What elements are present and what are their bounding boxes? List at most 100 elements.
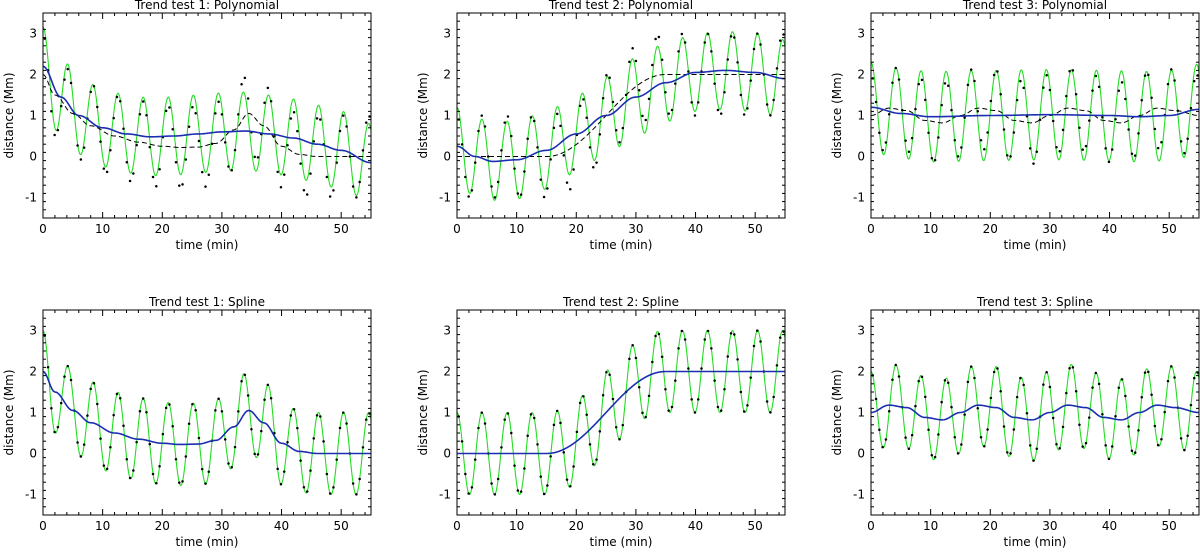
- data-point: [996, 70, 999, 73]
- data-point: [1114, 414, 1117, 418]
- data-point: [647, 97, 651, 101]
- data-point: [1015, 98, 1019, 102]
- data-point: [1015, 395, 1019, 399]
- data-point: [1028, 444, 1032, 447]
- data-point: [1068, 366, 1071, 370]
- data-point: [187, 422, 191, 426]
- data-point: [1163, 410, 1166, 414]
- data-point: [874, 100, 878, 104]
- x-tick-label: 20: [569, 222, 584, 236]
- data-point: [50, 110, 53, 113]
- data-point: [1189, 106, 1193, 110]
- data-point: [56, 425, 60, 429]
- data-point: [325, 472, 329, 476]
- data-point: [460, 143, 464, 146]
- data-point: [1170, 365, 1173, 368]
- data-point: [473, 161, 477, 164]
- data-point: [125, 161, 129, 164]
- data-point: [1091, 89, 1094, 92]
- data-point: [345, 422, 348, 425]
- data-point: [881, 148, 884, 152]
- data-point: [1035, 150, 1039, 153]
- oscillation-fit-line: [871, 61, 1199, 163]
- data-point: [687, 367, 690, 370]
- data-point: [736, 358, 739, 361]
- data-point: [927, 131, 930, 135]
- data-point: [266, 383, 270, 387]
- x-tick-label: 20: [983, 222, 998, 236]
- data-point: [878, 428, 881, 431]
- data-point: [1012, 131, 1016, 134]
- data-point: [1065, 94, 1068, 98]
- data-point: [227, 462, 230, 465]
- data-point: [56, 128, 60, 132]
- data-point: [546, 484, 549, 487]
- data-point: [269, 100, 273, 103]
- true-trend-line: [457, 74, 785, 157]
- data-point: [217, 397, 220, 401]
- data-point: [667, 409, 670, 412]
- y-tick-label: 0: [857, 150, 865, 164]
- data-point: [237, 410, 240, 413]
- data-point: [286, 440, 289, 444]
- data-point: [690, 398, 693, 401]
- data-point: [76, 144, 79, 147]
- y-tick-label: 1: [29, 406, 37, 420]
- data-point: [240, 82, 243, 86]
- data-point: [1196, 74, 1199, 77]
- data-point: [654, 37, 657, 41]
- data-point: [772, 98, 775, 102]
- data-point: [598, 430, 602, 433]
- data-point: [910, 433, 914, 437]
- data-point: [953, 139, 957, 142]
- data-point: [585, 116, 588, 119]
- data-point: [1183, 151, 1186, 155]
- data-point: [605, 73, 608, 77]
- data-point: [999, 389, 1002, 393]
- data-point: [1061, 128, 1065, 132]
- data-point: [966, 380, 970, 384]
- fitted-trend-line: [43, 65, 371, 164]
- data-point: [263, 101, 266, 105]
- data-point: [102, 167, 106, 170]
- data-point: [250, 427, 253, 431]
- data-point: [742, 410, 746, 413]
- data-point: [536, 146, 539, 149]
- data-point: [513, 464, 516, 467]
- data-point: [253, 155, 256, 159]
- data-point: [63, 375, 66, 378]
- data-point: [263, 398, 266, 402]
- data-point: [1081, 148, 1084, 151]
- data-point: [315, 414, 319, 417]
- data-point: [1114, 117, 1117, 121]
- x-tick-label: 0: [453, 222, 461, 236]
- data-point: [1104, 444, 1107, 447]
- data-point: [703, 338, 707, 341]
- plot-frame: [42, 12, 372, 219]
- data-point: [109, 148, 112, 152]
- data-point: [874, 397, 878, 401]
- data-point: [200, 170, 204, 174]
- data-point: [746, 404, 749, 407]
- data-point: [943, 379, 947, 382]
- data-point: [76, 441, 79, 444]
- data-point: [618, 437, 621, 441]
- data-point: [588, 146, 592, 149]
- data-point: [132, 469, 135, 472]
- data-point: [296, 426, 299, 430]
- data-point: [1104, 147, 1107, 150]
- data-point: [141, 100, 145, 103]
- panel-6: 0 10 20 30 40 50 -1 0 1 2 3 time (min) distance (Mm)…: [830, 295, 1200, 549]
- data-point: [1170, 68, 1173, 71]
- data-point: [168, 403, 171, 406]
- x-tick-label: 40: [274, 222, 289, 236]
- x-tick-label: 20: [569, 519, 584, 533]
- data-point: [282, 470, 286, 473]
- data-point: [105, 467, 109, 471]
- data-point: [210, 142, 214, 146]
- data-point: [233, 148, 237, 152]
- data-point: [1107, 160, 1111, 164]
- data-point: [769, 114, 772, 117]
- data-point: [614, 128, 618, 132]
- data-point: [976, 406, 979, 410]
